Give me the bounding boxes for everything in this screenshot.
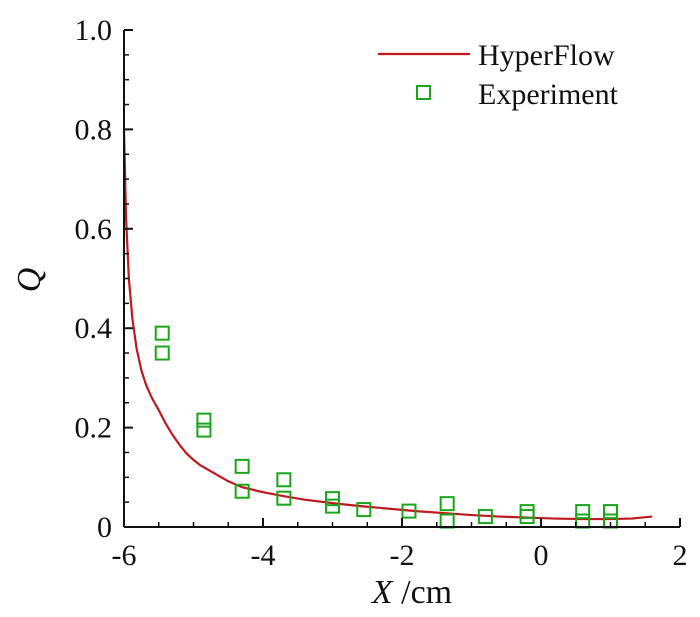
experiment-point — [603, 504, 618, 520]
experiment-point — [154, 345, 170, 361]
x-tick-label: -2 — [390, 539, 415, 572]
legend: HyperFlow Experiment — [378, 39, 619, 111]
y-tick-label: 0.2 — [75, 412, 113, 445]
y-tick-label: 0.4 — [75, 312, 113, 345]
x-tick-label: -4 — [251, 539, 276, 572]
y-tick-label: 0 — [97, 511, 112, 544]
legend-label-experiment: Experiment — [478, 78, 619, 111]
experiment-point — [439, 513, 455, 529]
y-tick-label: 0.8 — [75, 113, 113, 146]
experiment-point — [154, 325, 170, 341]
hyperflow-line — [122, 129, 653, 521]
x-axis-label: X /cm — [370, 574, 452, 611]
experiment-point — [519, 509, 535, 525]
experiment-point — [575, 504, 591, 520]
legend-marker-swatch — [416, 85, 431, 100]
experiment-point — [575, 513, 591, 529]
y-tick-label: 1.0 — [75, 14, 113, 47]
experiment-point — [276, 490, 292, 506]
series-layer — [122, 129, 653, 529]
legend-label-hyperflow: HyperFlow — [478, 39, 615, 72]
experiment-point — [401, 503, 417, 519]
x-axis-variable: X — [370, 574, 394, 611]
experiment-point — [234, 458, 250, 474]
experiment-point — [234, 483, 250, 499]
experiment-point — [439, 496, 455, 512]
axes-layer: -6 -4 -2 0 2 0 0.2 0.4 0.6 0.8 1.0 — [75, 14, 688, 572]
experiment-point — [276, 472, 292, 488]
experiment-point — [196, 422, 212, 438]
x-tick-label: -6 — [112, 539, 137, 572]
y-tick-label: 0.6 — [75, 213, 113, 246]
experiment-point — [477, 509, 493, 525]
experiment-point — [519, 504, 535, 520]
x-axis-unit: /cm — [393, 574, 452, 611]
x-tick-label: 2 — [673, 539, 688, 572]
x-tick-label: 0 — [534, 539, 549, 572]
experiment-point — [325, 498, 340, 514]
experiment-point — [356, 502, 372, 518]
experiment-point — [196, 412, 212, 428]
y-axis-label: Q — [11, 268, 48, 293]
